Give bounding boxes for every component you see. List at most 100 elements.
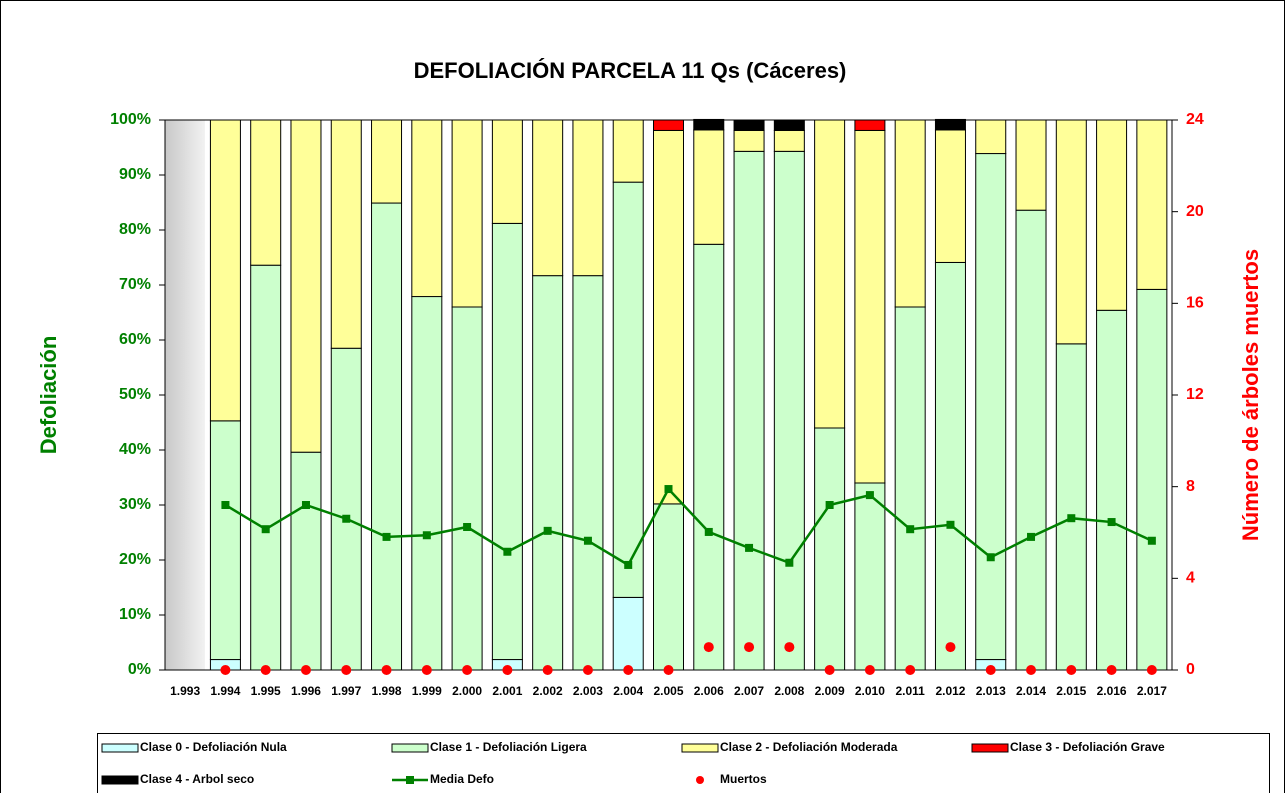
y2-tick-label: 12: [1186, 386, 1204, 403]
line-marker: [1147, 536, 1156, 545]
line-marker: [1027, 532, 1036, 541]
bar-segment: [411, 119, 443, 298]
x-tick-label: 2.009: [815, 684, 845, 698]
y2-axis-title: Número de árboles muertos: [1238, 249, 1263, 541]
bar-segment: [693, 118, 725, 131]
plot-shade: [165, 120, 205, 670]
bar-segment: [411, 296, 443, 671]
bar-segment: [250, 264, 282, 671]
bar-segment: [371, 119, 403, 204]
point: [864, 665, 875, 675]
chart-title: DEFOLIACIÓN PARCELA 11 Qs (Cáceres): [414, 58, 847, 83]
legend-label: Muertos: [720, 772, 767, 786]
bar-segment: [773, 129, 805, 152]
bar-segment: [250, 119, 282, 266]
bar-segment: [572, 119, 604, 277]
x-tick-label: 1.999: [412, 684, 442, 698]
bar-segment: [209, 119, 241, 422]
bar-segment: [773, 150, 805, 671]
line-marker: [946, 520, 955, 529]
x-tick-label: 2.010: [855, 684, 885, 698]
bar-segment: [1136, 288, 1168, 671]
line-marker: [785, 558, 794, 567]
x-tick-label: 1.997: [331, 684, 361, 698]
x-tick-label: 2.012: [935, 684, 965, 698]
point: [905, 665, 916, 675]
x-tick-label: 2.003: [573, 684, 603, 698]
y-tick-label: 50%: [119, 386, 151, 403]
legend-label: Clase 0 - Defoliación Nula: [140, 740, 287, 754]
bar-segment: [612, 596, 644, 671]
y2-tick-label: 20: [1186, 203, 1204, 220]
legend-label: Clase 2 - Defoliación Moderada: [720, 740, 898, 754]
bar-segment: [934, 261, 966, 671]
line-marker: [503, 547, 512, 556]
x-tick-label: 1.994: [210, 684, 240, 698]
bar-segment: [330, 119, 362, 349]
line-marker: [986, 553, 995, 562]
legend-swatch: [681, 743, 719, 753]
x-tick-label: 1.998: [372, 684, 402, 698]
x-tick-label: 2.011: [895, 684, 925, 698]
x-tick-label: 2.000: [452, 684, 482, 698]
legend-swatch: [406, 776, 414, 784]
bar-segment: [653, 119, 684, 131]
bar-segment: [733, 129, 765, 152]
legend-swatch: [101, 775, 139, 785]
bar-segment: [854, 129, 886, 484]
point: [744, 642, 755, 653]
line-marker: [422, 531, 431, 540]
bar-segment: [451, 119, 483, 308]
bar-segment: [854, 119, 886, 131]
legend-swatch: [101, 743, 139, 753]
line: [224, 486, 1153, 567]
point: [421, 665, 432, 675]
bar-segment: [1055, 343, 1087, 671]
legend-label: Clase 4 - Arbol seco: [140, 772, 254, 786]
line-marker: [1107, 518, 1116, 527]
point: [381, 665, 392, 675]
point: [582, 665, 593, 675]
y2-tick-label: 8: [1186, 478, 1195, 495]
x-tick-label: 2.002: [533, 684, 563, 698]
bar-segment: [1015, 209, 1047, 671]
bar-segment: [1096, 309, 1128, 671]
legend-label: Clase 3 - Defoliación Grave: [1010, 740, 1165, 754]
bar-segment: [693, 129, 725, 245]
bar-segment: [693, 243, 725, 671]
x-tick-label: 1.996: [291, 684, 321, 698]
bar-segment: [612, 181, 644, 598]
point: [341, 665, 352, 675]
x-tick-label: 1.993: [170, 684, 200, 698]
line-marker: [261, 525, 270, 534]
bar-segment: [290, 119, 322, 453]
bar-segment: [894, 306, 926, 671]
bar-segment: [653, 129, 684, 505]
y-axis-title: Defoliación: [36, 336, 61, 455]
bar-segment: [371, 202, 403, 671]
y2-tick-label: 24: [1186, 111, 1204, 128]
bar-segment: [934, 129, 966, 263]
y-tick-label: 20%: [119, 551, 151, 568]
x-tick-label: 1.995: [251, 684, 281, 698]
point: [703, 642, 714, 653]
point: [462, 665, 473, 675]
bar-segment: [1136, 119, 1168, 290]
point: [623, 665, 634, 675]
point: [542, 665, 553, 675]
point: [260, 665, 271, 675]
y-tick-label: 40%: [119, 441, 151, 458]
x-tick-label: 2.016: [1097, 684, 1127, 698]
point: [220, 665, 231, 675]
legend-swatch: [971, 743, 1009, 753]
point: [784, 642, 795, 653]
bar-segment: [491, 222, 523, 661]
line-marker: [382, 532, 391, 541]
point: [1146, 665, 1157, 675]
bar-segment: [934, 118, 966, 131]
point: [824, 665, 835, 675]
x-tick-label: 2.017: [1137, 684, 1167, 698]
line-marker: [221, 501, 230, 509]
y2-tick-label: 0: [1186, 661, 1195, 678]
